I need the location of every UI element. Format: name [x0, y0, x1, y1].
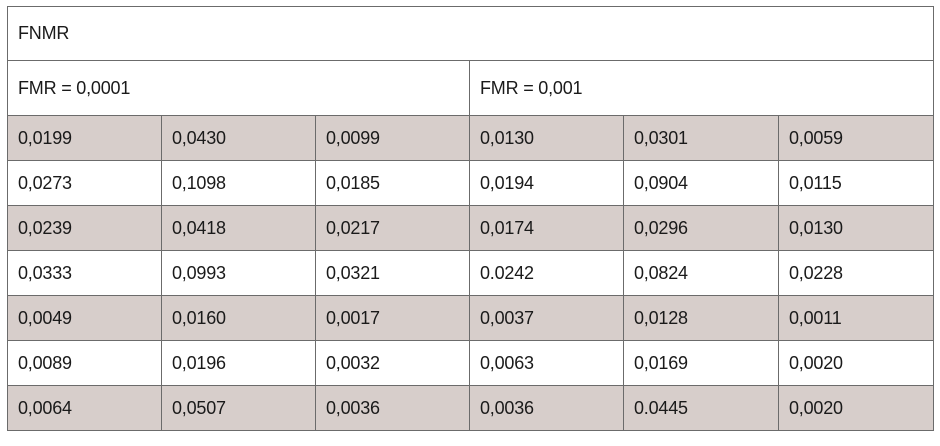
table-cell: 0,0824 [623, 250, 779, 296]
table-cell: 0,0169 [623, 340, 779, 386]
table-cell: 0,0020 [777, 385, 935, 431]
table-cell: 0,0063 [469, 340, 624, 386]
fnmr-table: FNMR FMR = 0,0001 FMR = 0,001 0,0199 0,04… [6, 6, 935, 431]
table-row: 0,0064 0,0507 0,0036 0,0036 0.0445 0,0020 [7, 385, 935, 431]
table-row: 0,0089 0,0196 0,0032 0,0063 0,0169 0,0020 [7, 340, 935, 386]
group-header-row: FMR = 0,0001 FMR = 0,001 [7, 60, 935, 116]
table-title: FNMR [6, 6, 935, 61]
table-cell: 0,0037 [469, 295, 624, 341]
table-cell: 0.0242 [469, 250, 624, 296]
table-cell: 0,0301 [623, 115, 779, 161]
table-row: 0,0239 0,0418 0,0217 0,0174 0,0296 0,0130 [7, 205, 935, 251]
table-cell: 0,0059 [777, 115, 935, 161]
table-cell: 0,0130 [777, 205, 935, 251]
table-cell: 0,0333 [7, 250, 162, 296]
table-cell: 0,0199 [7, 115, 162, 161]
table-cell: 0,0032 [315, 340, 470, 386]
table-cell: 0,0185 [315, 160, 470, 206]
table-cell: 0,0128 [623, 295, 779, 341]
table-cell: 0,0130 [469, 115, 624, 161]
table-cell: 0,0228 [777, 250, 935, 296]
table-cell: 0,0089 [7, 340, 162, 386]
table-cell: 0,0418 [161, 205, 316, 251]
table-cell: 0,0115 [777, 160, 935, 206]
table-row: 0,0049 0,0160 0,0017 0,0037 0,0128 0,0011 [7, 295, 935, 341]
table-cell: 0,0296 [623, 205, 779, 251]
table-cell: 0,0904 [623, 160, 779, 206]
table-cell: 0,0049 [7, 295, 162, 341]
table-cell: 0.0445 [623, 385, 779, 431]
table-cell: 0,0099 [315, 115, 470, 161]
table-cell: 0,0194 [469, 160, 624, 206]
table-cell: 0,0017 [315, 295, 470, 341]
table-cell: 0,0239 [7, 205, 162, 251]
table-row: 0,0333 0,0993 0,0321 0.0242 0,0824 0,0228 [7, 250, 935, 296]
table-cell: 0,0036 [315, 385, 470, 431]
table-cell: 0,0217 [315, 205, 470, 251]
table-cell: 0,0160 [161, 295, 316, 341]
group-header-fmr-001: FMR = 0,001 [468, 60, 935, 116]
table-cell: 0,0196 [161, 340, 316, 386]
table-cell: 0,0020 [777, 340, 935, 386]
table-cell: 0,0011 [777, 295, 935, 341]
fnmr-table-container: FNMR FMR = 0,0001 FMR = 0,001 0,0199 0,04… [6, 6, 935, 431]
table-cell: 0,0273 [7, 160, 162, 206]
table-cell: 0,0507 [161, 385, 316, 431]
table-cell: 0,1098 [161, 160, 316, 206]
table-cell: 0,0321 [315, 250, 470, 296]
table-cell: 0,0993 [161, 250, 316, 296]
group-header-fmr-0001: FMR = 0,0001 [7, 60, 470, 116]
title-row: FNMR [6, 6, 935, 61]
table-cell: 0,0174 [469, 205, 624, 251]
table-row: 0,0199 0,0430 0,0099 0,0130 0,0301 0,0059 [7, 115, 935, 161]
table-cell: 0,0064 [7, 385, 162, 431]
table-cell: 0,0430 [161, 115, 316, 161]
table-cell: 0,0036 [469, 385, 624, 431]
table-row: 0,0273 0,1098 0,0185 0,0194 0,0904 0,0115 [7, 160, 935, 206]
